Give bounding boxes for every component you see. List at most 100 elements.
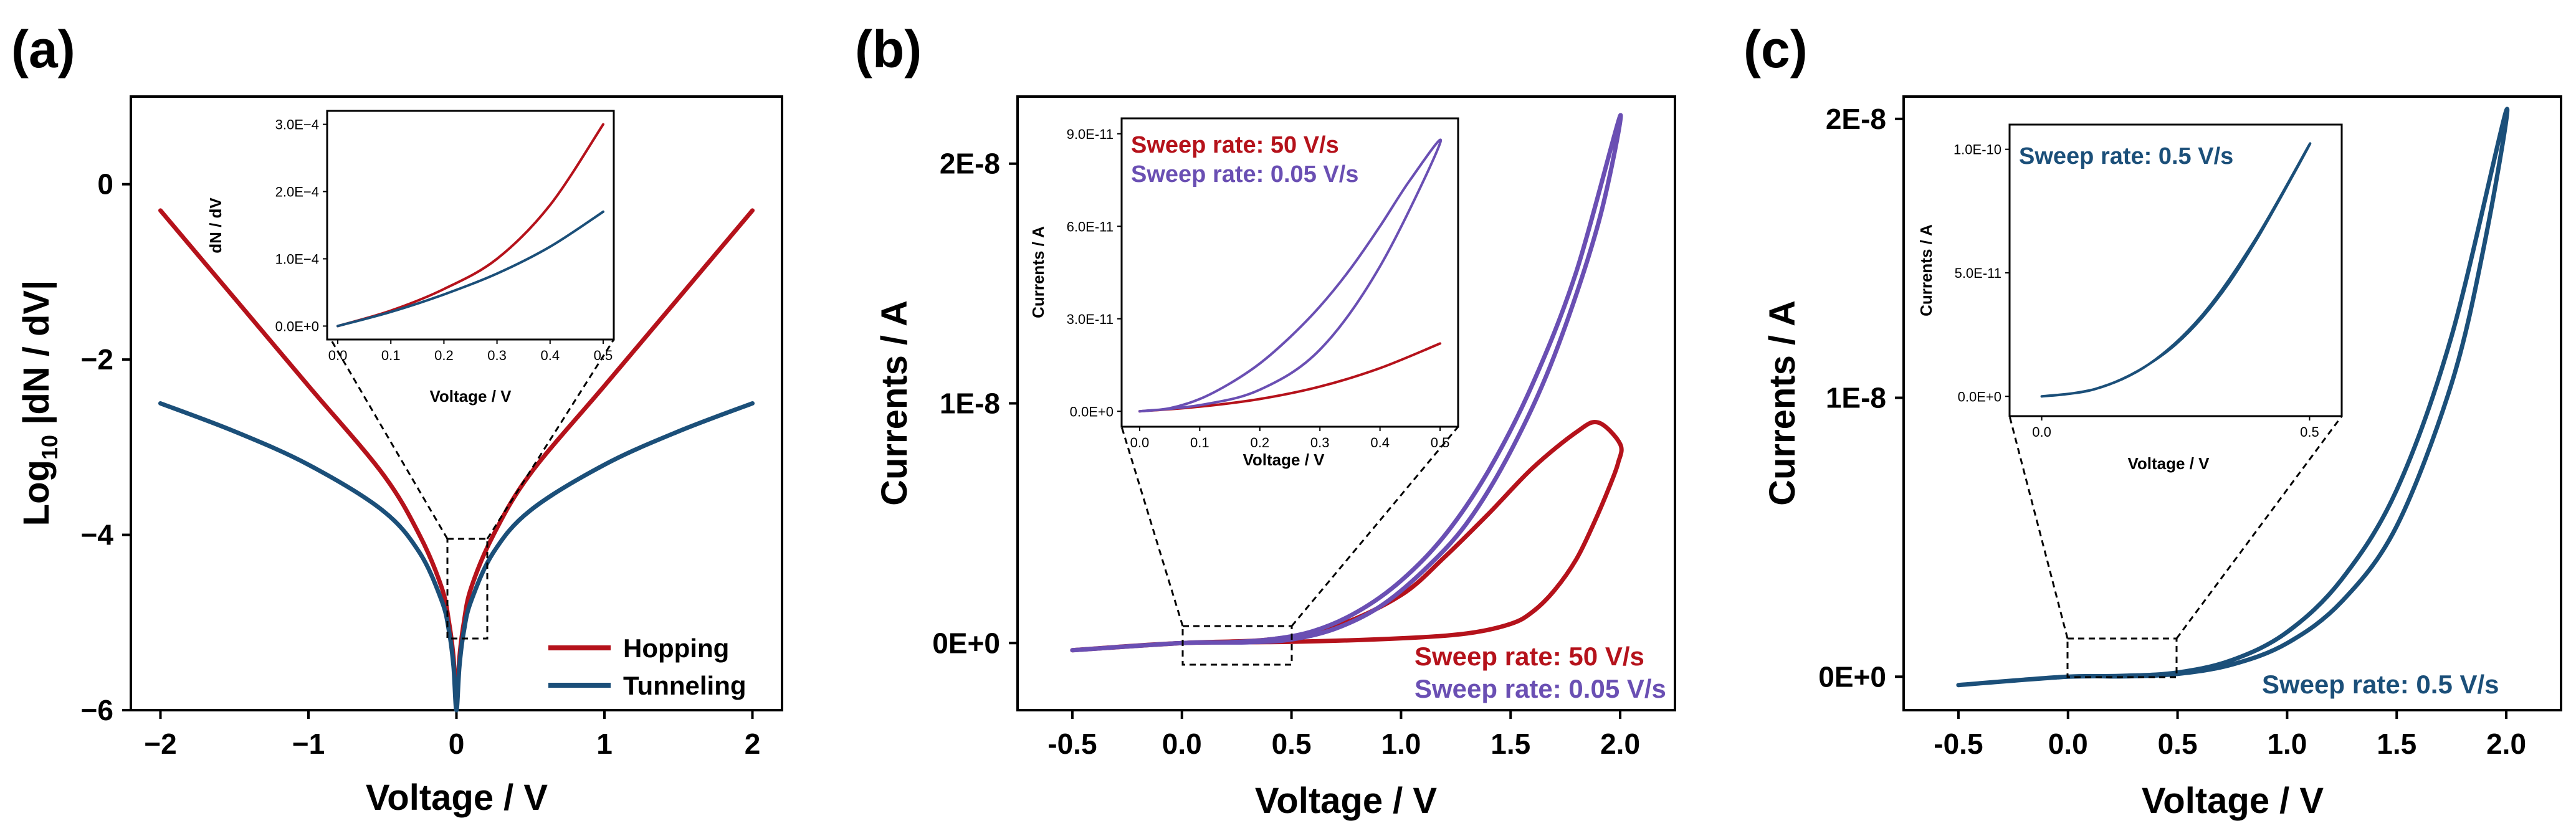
legend-hopping-label: Hopping — [623, 634, 729, 663]
y-tick-label: 2E-8 — [940, 148, 1000, 180]
y-tick-label: 0.0E+0 — [275, 318, 319, 334]
y-tick-label: 1E-8 — [940, 387, 1000, 420]
y-tick-label: 2.0E−4 — [275, 184, 319, 200]
x-tick-label: 0.5 — [1272, 728, 1312, 760]
y-tick-label: 9.0E-11 — [1067, 126, 1114, 142]
y-tick-label: 3.0E−4 — [275, 117, 319, 133]
panel-b-inset-xticks: 0.0 0.1 0.2 0.3 0.4 0.5 — [1130, 427, 1450, 450]
x-tick-label: 0.5 — [1431, 435, 1450, 450]
panel-a-label: (a) — [11, 20, 75, 78]
panel-b: (b) 0E+0 1E-8 2E-8 -0.5 0.0 0.5 1.0 1.5 2.0 Vol… — [855, 20, 1676, 821]
panel-c-zoom-line-left — [2008, 416, 2069, 639]
y-tick-label: −4 — [81, 519, 114, 551]
panel-a-yticks: 0 −2 −4 −6 — [81, 168, 131, 726]
x-tick-label: 0.2 — [434, 348, 454, 363]
x-tick-label: 1.5 — [2377, 728, 2416, 760]
x-tick-label: 1 — [596, 728, 613, 760]
panel-c-inset-yticks: 0.0E+0 5.0E-11 1.0E-10 — [1953, 142, 2010, 404]
panel-b-zoom-line-left — [1120, 426, 1184, 627]
panel-a-zoom-line-left — [330, 339, 449, 539]
x-tick-label: −2 — [144, 728, 176, 760]
x-tick-label: 0.5 — [594, 348, 613, 363]
panel-c-label: (c) — [1744, 20, 1808, 78]
y-tick-label: 6.0E-11 — [1067, 219, 1114, 234]
y-tick-label: 5.0E-11 — [1955, 265, 2001, 281]
panel-b-inset-xlabel: Voltage / V — [1243, 450, 1325, 469]
panel-c-inset-xticks: 0.0 0.5 — [2032, 416, 2319, 440]
panel-b-xticks: -0.5 0.0 0.5 1.0 1.5 2.0 — [1047, 710, 1640, 760]
y-tick-label: 1.0E−4 — [275, 251, 319, 267]
panel-a-inset-ylabel: dN / dV — [206, 197, 225, 254]
panel-c-xlabel: Voltage / V — [2142, 781, 2324, 821]
panel-a: (a) 0 −2 −4 −6 −2 −1 0 1 2 Voltage / V Log10 |d… — [11, 20, 783, 818]
y-tick-label: 3.0E-11 — [1067, 311, 1114, 327]
y-tick-label: 2E-8 — [1826, 103, 1886, 135]
x-tick-label: 0.0 — [2048, 728, 2088, 760]
panel-b-annotation-50: Sweep rate: 50 V/s — [1414, 642, 1644, 671]
panel-c-zoom-box — [2066, 637, 2178, 678]
y-tick-label: 0 — [97, 168, 113, 201]
panel-a-zoom-line-right — [486, 339, 615, 539]
panel-b-inset-annotation-50: Sweep rate: 50 V/s — [1131, 132, 1339, 158]
x-tick-label: 0.0 — [1162, 728, 1202, 760]
series-line-c-0 — [1956, 107, 2510, 688]
y-tick-label: 0E+0 — [1818, 660, 1886, 693]
x-tick-label: 0.0 — [328, 348, 348, 363]
panel-a-xticks: −2 −1 0 1 2 — [144, 710, 760, 760]
panel-a-inset-xlabel: Voltage / V — [430, 387, 512, 406]
panel-a-inset-xticks: 0.0 0.1 0.2 0.3 0.4 0.5 — [328, 340, 613, 363]
x-tick-label: 0.4 — [540, 348, 560, 363]
x-tick-label: -0.5 — [1934, 728, 1983, 760]
panel-b-inset-annotation-005: Sweep rate: 0.05 V/s — [1131, 161, 1358, 188]
series-line-c-inset-0 — [2040, 142, 2312, 398]
series-line-a-1 — [158, 401, 755, 713]
panel-b-yticks: 0E+0 1E-8 2E-8 — [932, 148, 1018, 659]
panel-c-inset-ylabel: Currents / A — [1917, 224, 1935, 316]
panel-c-ylabel: Currents / A — [1762, 300, 1803, 506]
x-tick-label: 2 — [745, 728, 761, 760]
x-tick-label: 1.0 — [1381, 728, 1421, 760]
y-tick-label: 1E-8 — [1826, 382, 1886, 414]
x-tick-label: 0.5 — [2300, 424, 2319, 440]
panel-a-zoom-box — [446, 538, 489, 640]
x-tick-label: 2.0 — [1600, 728, 1640, 760]
y-tick-label: 0E+0 — [932, 627, 1000, 659]
y-tick-label: 1.0E-10 — [1953, 142, 2001, 158]
panel-c-xticks: -0.5 0.0 0.5 1.0 1.5 2.0 — [1934, 710, 2526, 760]
x-tick-label: −1 — [292, 728, 325, 760]
y-tick-label: −2 — [81, 343, 113, 376]
series-line-b-inset-1 — [1138, 138, 1443, 413]
x-tick-label: 1.0 — [2267, 728, 2307, 760]
panel-b-inset-ylabel: Currents / A — [1029, 226, 1047, 318]
panel-b-ylabel: Currents / A — [874, 300, 915, 506]
panel-b-inset-yticks: 0.0E+0 3.0E-11 6.0E-11 9.0E-11 — [1067, 126, 1122, 419]
panel-b-zoom-line-right — [1290, 426, 1459, 627]
panel-c-inset-annotation: Sweep rate: 0.5 V/s — [2019, 143, 2233, 169]
y-tick-label: −6 — [81, 694, 113, 726]
x-tick-label: 0.0 — [2032, 424, 2051, 440]
x-tick-label: 0.3 — [487, 348, 507, 363]
panel-b-inset-series — [1138, 138, 1443, 413]
x-tick-label: 0.1 — [1190, 435, 1209, 450]
y-tick-label: 0.0E+0 — [1070, 404, 1114, 419]
panel-a-inset-series — [336, 123, 604, 328]
y-tick-label: 0.0E+0 — [1958, 389, 2001, 404]
x-tick-label: -0.5 — [1047, 728, 1097, 760]
panel-a-ylabel: Log10 |dN / dV| — [16, 280, 62, 526]
x-tick-label: 0.0 — [1130, 435, 1150, 450]
panel-c-inset-series — [2040, 142, 2312, 398]
panel-b-zoom-box — [1181, 625, 1293, 666]
series-line-b-1 — [1070, 113, 1623, 653]
x-tick-label: 0.1 — [381, 348, 401, 363]
panel-a-xlabel: Voltage / V — [366, 777, 548, 818]
x-tick-label: 0.2 — [1250, 435, 1269, 450]
series-line-a-inset-1 — [336, 210, 604, 328]
panel-c-annotation: Sweep rate: 0.5 V/s — [2262, 670, 2499, 699]
panel-c: (c) 0E+0 1E-8 2E-8 -0.5 0.0 0.5 1.0 1.5 2.0 Vol… — [1744, 20, 2562, 821]
panel-a-series — [158, 208, 755, 713]
panel-c-zoom-line-right — [2175, 416, 2343, 639]
panel-b-series — [1070, 113, 1624, 653]
panel-c-series — [1956, 107, 2510, 688]
x-tick-label: 0.5 — [2158, 728, 2198, 760]
